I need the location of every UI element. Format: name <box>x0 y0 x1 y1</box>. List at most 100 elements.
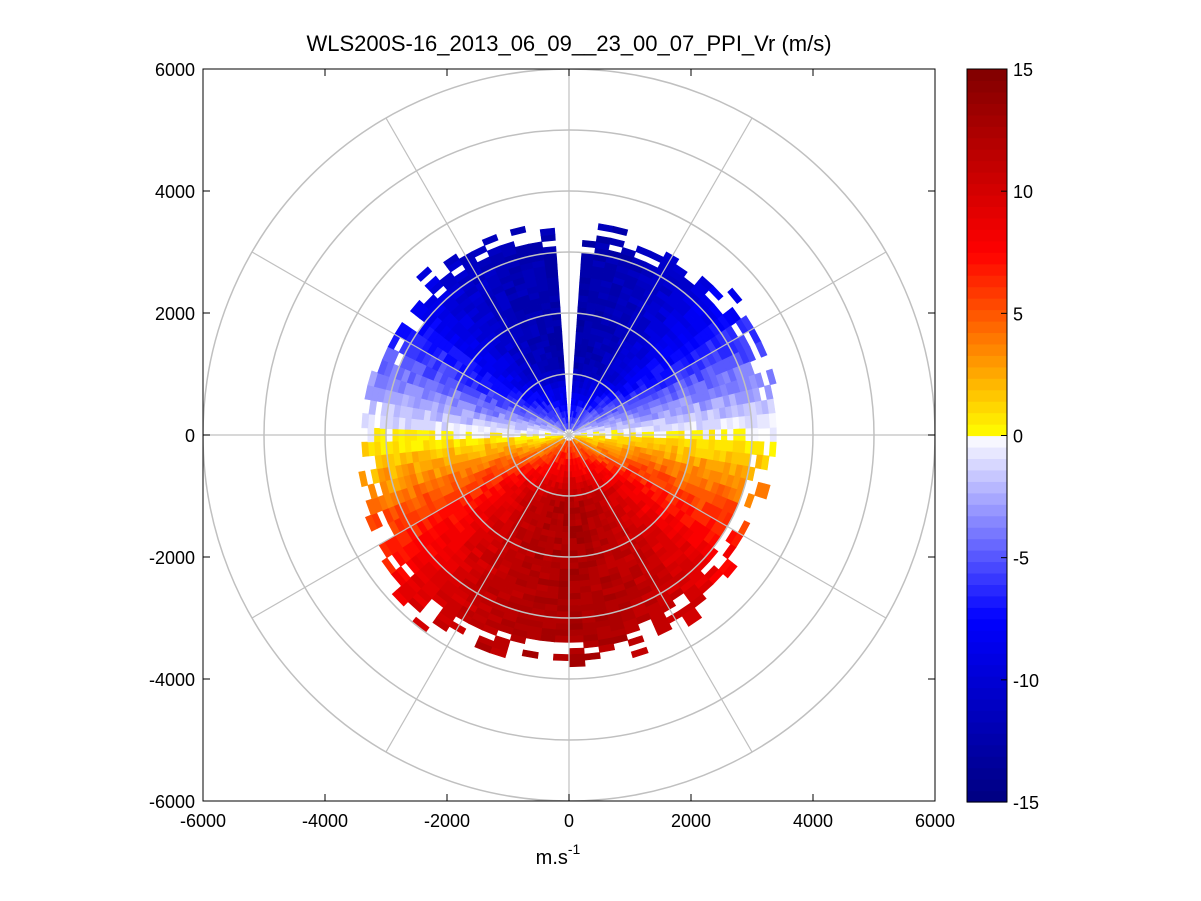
x-tick-label-2: -2000 <box>424 811 470 831</box>
velocity-cell-1395 <box>568 507 575 515</box>
velocity-cell-2155 <box>489 437 497 444</box>
velocity-cell-2160 <box>458 438 467 447</box>
colorbar-tick-label-5: -10 <box>1013 671 1039 691</box>
velocity-cell-2653 <box>443 253 460 268</box>
velocity-cell-1416 <box>568 635 584 643</box>
radial-spoke-7 <box>385 434 570 753</box>
velocity-cell-2156 <box>483 437 491 445</box>
velocity-cell-94 <box>611 225 629 236</box>
velocity-cell-729 <box>714 439 722 452</box>
velocity-cell-1486 <box>539 633 556 643</box>
x-tick-label-5: 4000 <box>793 811 833 831</box>
velocity-cell-1435 <box>561 532 570 540</box>
velocity-cell-1212 <box>655 623 673 637</box>
velocity-cell-721 <box>665 438 673 447</box>
velocity-cell-1468 <box>555 525 563 533</box>
colorbar-tick-label-2: 5 <box>1013 304 1023 324</box>
velocity-cell-2859 <box>556 349 564 357</box>
velocity-cell-2337 <box>367 370 378 387</box>
velocity-cell-1407 <box>568 580 580 588</box>
velocity-cell-1408 <box>568 586 581 594</box>
velocity-cell-674 <box>768 412 777 429</box>
velocity-cell-2815 <box>509 225 527 236</box>
velocity-cell-1400 <box>568 538 578 546</box>
colorbar-level-51 <box>967 206 1007 219</box>
velocity-cell-1445 <box>557 592 570 601</box>
velocity-cell-252 <box>671 263 688 278</box>
velocity-cell-728 <box>708 439 716 451</box>
velocity-cell-1626 <box>474 640 493 654</box>
colorbar-level-26 <box>967 492 1007 505</box>
velocity-cell-2860 <box>555 343 564 351</box>
colorbar-level-23 <box>967 527 1007 540</box>
velocity-cell-1469 <box>554 531 563 539</box>
velocity-cell-16 <box>575 325 585 333</box>
velocity-cell-1443 <box>558 580 570 588</box>
velocity-cell-2235 <box>397 416 406 430</box>
velocity-cell-1414 <box>568 623 583 631</box>
colorbar-tick-label-3: 0 <box>1013 427 1023 447</box>
velocity-cell-380 <box>727 287 743 305</box>
velocity-cell-1444 <box>557 586 570 594</box>
velocity-cell-512 <box>755 340 768 358</box>
velocity-cell-2168 <box>410 439 418 452</box>
x-tick-label-1: -4000 <box>302 811 348 831</box>
velocity-cell-1453 <box>552 653 570 662</box>
colorbar-level-60 <box>967 103 1007 116</box>
colorbar-tick-label-4: -5 <box>1013 549 1029 569</box>
velocity-cell-2161 <box>452 438 461 448</box>
velocity-cell-1405 <box>568 568 580 576</box>
velocity-cell-2863 <box>553 325 563 333</box>
y-tick-label-6: -6000 <box>149 792 195 812</box>
velocity-cell-2588 <box>416 266 433 282</box>
colorbar-level-22 <box>967 538 1007 551</box>
colorbar-tick-label-0: 15 <box>1013 60 1033 80</box>
colorbar-level-43 <box>967 298 1007 311</box>
colorbar <box>967 69 1007 803</box>
polar-grid <box>203 69 935 801</box>
velocity-cell-657 <box>665 423 673 432</box>
colorbar-level-59 <box>967 114 1007 127</box>
velocity-cell-1394 <box>568 501 575 509</box>
velocity-cell-1011 <box>722 562 738 579</box>
velocity-cell-15 <box>575 331 584 339</box>
colorbar-level-37 <box>967 366 1007 379</box>
colorbar-level-52 <box>967 194 1007 208</box>
velocity-cell-1442 <box>558 574 570 582</box>
colorbar-level-16 <box>967 607 1007 620</box>
colorbar-level-62 <box>967 80 1007 93</box>
velocity-cell-1382 <box>583 640 600 649</box>
colorbar-level-25 <box>967 504 1007 517</box>
velocity-cell-2234 <box>404 417 412 430</box>
velocity-cell-2167 <box>416 439 424 452</box>
velocity-cell-736 <box>756 441 765 456</box>
velocity-cell-2854 <box>561 379 566 388</box>
velocity-cell-652 <box>635 426 643 434</box>
velocity-cell-1392 <box>568 489 574 497</box>
velocity-cell-2150 <box>519 436 527 441</box>
velocity-cell-664 <box>708 419 716 431</box>
x-axis: -6000 -4000 -2000 0 2000 4000 6000 <box>180 69 955 831</box>
velocity-cell-722 <box>671 438 680 447</box>
velocity-cell-2047 <box>365 498 378 516</box>
velocity-cell-1363 <box>575 525 583 533</box>
velocity-cell-656 <box>659 424 667 433</box>
velocity-cell-2220 <box>489 426 497 433</box>
velocity-cell-1383 <box>583 652 601 661</box>
velocity-cell-1418 <box>568 653 586 662</box>
velocity-cell-649 <box>617 428 625 434</box>
velocity-cell-2878 <box>539 227 556 237</box>
colorbar-level-13 <box>967 641 1007 654</box>
velocity-cell-1431 <box>563 507 570 515</box>
colorbar-level-21 <box>967 550 1007 563</box>
velocity-cell-2230 <box>428 419 436 431</box>
velocity-cell-2864 <box>552 319 562 327</box>
velocity-cell-731 <box>726 440 734 453</box>
chart-title: WLS200S-16_2013_06_09__23_00_07_PPI_Vr (… <box>306 31 831 56</box>
velocity-cell-658 <box>671 423 680 432</box>
velocity-cell-1520 <box>521 649 539 659</box>
colorbar-level-1 <box>967 779 1007 792</box>
velocity-cell-2852 <box>562 392 567 400</box>
velocity-cell-662 <box>696 420 704 431</box>
colorbar-level-61 <box>967 91 1007 104</box>
